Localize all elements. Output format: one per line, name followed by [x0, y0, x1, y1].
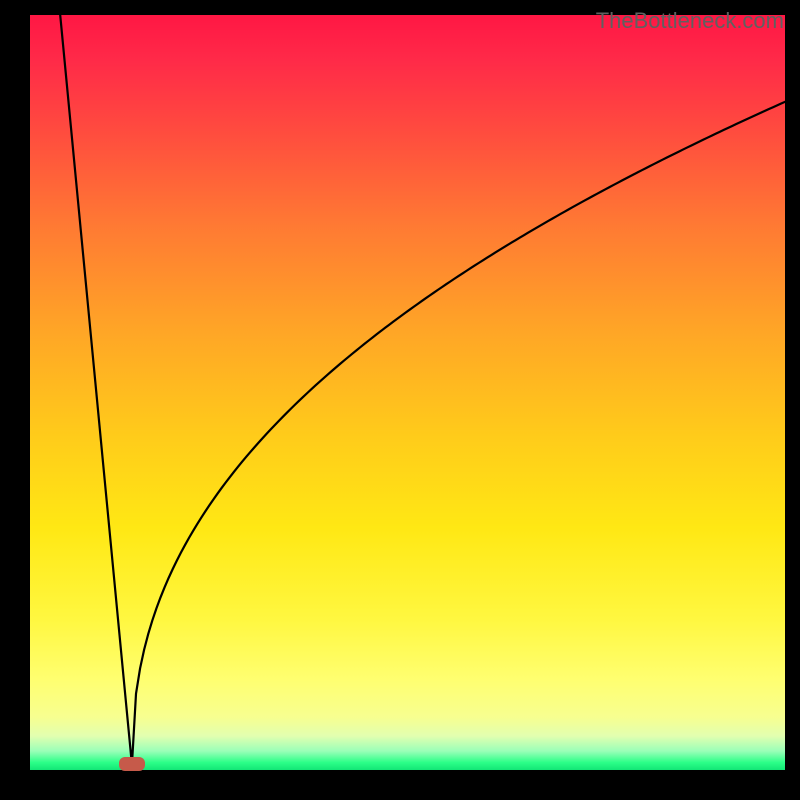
bottleneck-curve — [30, 15, 785, 770]
plot-area — [30, 15, 785, 770]
optimal-point-marker — [119, 757, 145, 771]
chart-container: TheBottleneck.com — [0, 0, 800, 800]
watermark-label: TheBottleneck.com — [596, 8, 784, 34]
